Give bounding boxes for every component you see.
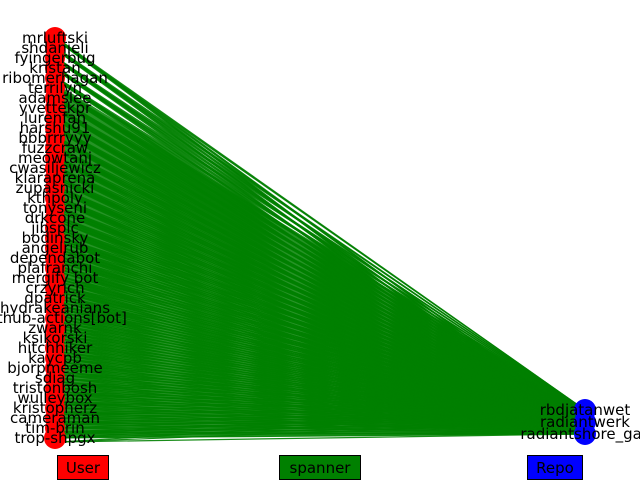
edge xyxy=(50,413,586,423)
legend-edge-label: spanner xyxy=(289,458,351,477)
edge xyxy=(54,433,586,439)
user-label: fuzzcraw xyxy=(22,139,88,157)
legend-user-label: User xyxy=(65,458,101,477)
edge xyxy=(50,373,586,411)
user-label: cameraman xyxy=(10,409,100,427)
repo-label: radiantshore_gas xyxy=(520,425,640,444)
user-label: drkcone xyxy=(25,209,86,227)
user-label: harshu91 xyxy=(20,119,91,137)
user-label: terrilyn xyxy=(28,79,82,97)
user-label: zwarnk xyxy=(28,319,82,337)
edge-group xyxy=(50,33,586,443)
user-label: klaraprena xyxy=(15,169,96,187)
user-label: meowtanj xyxy=(18,149,92,167)
edge xyxy=(54,409,586,419)
edge xyxy=(54,417,586,423)
repo-label: rbdjatanwet xyxy=(540,401,631,419)
edge xyxy=(54,421,586,439)
user-label: mrluftski xyxy=(22,29,88,47)
legend-user: User xyxy=(57,455,109,480)
edge xyxy=(54,387,586,423)
edge xyxy=(54,387,586,411)
edge xyxy=(58,409,586,443)
user-label: bodinsky xyxy=(22,229,89,247)
user-label: kthpoly xyxy=(27,189,83,207)
user-label: plafranchi xyxy=(18,259,93,277)
legend-repo-label: Repo xyxy=(536,458,574,477)
user-label: kaycpb xyxy=(28,349,82,367)
edge xyxy=(50,409,586,435)
edge xyxy=(50,409,586,425)
user-label: bjorpmeeme xyxy=(7,359,102,377)
edge xyxy=(50,403,586,423)
user-label: adamslee xyxy=(19,89,92,107)
edge xyxy=(54,409,586,429)
edge xyxy=(54,409,586,439)
user-label: angelrub xyxy=(22,239,89,257)
legend-repo: Repo xyxy=(527,455,583,480)
user-node[interactable] xyxy=(45,428,65,448)
user-label: zupasnicki xyxy=(16,179,95,197)
repo-node[interactable] xyxy=(574,423,596,445)
edge xyxy=(54,357,586,411)
user-label: dependabot xyxy=(10,249,100,267)
user-label: tonyseni xyxy=(23,199,87,217)
edge xyxy=(54,407,586,411)
user-label: tristonbosh xyxy=(13,379,98,397)
user-label: ribomerhagan xyxy=(2,69,108,87)
edge xyxy=(54,367,586,411)
user-label: bbbrrryyy xyxy=(18,129,91,147)
edge xyxy=(50,403,586,411)
edge xyxy=(54,421,586,429)
user-label: github-actions[bot] xyxy=(0,309,127,327)
edge xyxy=(58,421,586,443)
edge xyxy=(54,397,586,423)
user-label: hitchhiker xyxy=(18,339,93,357)
user-label: hydrakeanians xyxy=(0,299,110,317)
user-label: mergify bot xyxy=(12,269,99,287)
edge xyxy=(50,393,586,423)
edge xyxy=(58,433,586,443)
edge xyxy=(54,407,586,423)
repo-label: radiantwerk xyxy=(540,413,630,431)
user-node-group xyxy=(44,27,66,449)
edge xyxy=(50,409,586,415)
user-label: jibsplc xyxy=(30,219,79,237)
user-label: wulleybox xyxy=(17,389,92,407)
user-label: tim-brin xyxy=(25,419,84,437)
edge xyxy=(50,393,586,411)
user-label: kristan xyxy=(29,59,80,77)
edge xyxy=(54,377,586,411)
repo-node-group xyxy=(574,399,596,445)
edge xyxy=(54,397,586,411)
user-label: cwasiljewicz xyxy=(9,159,101,177)
user-label: dpatrick xyxy=(24,289,86,307)
legend-edge: spanner xyxy=(279,455,361,480)
edge xyxy=(50,383,586,411)
user-label: trop-shpgx xyxy=(14,429,95,447)
user-label: fyingerbug xyxy=(14,49,95,67)
user-label: yvettekpr xyxy=(19,99,92,117)
edge xyxy=(54,427,586,435)
user-label: crzyrich xyxy=(25,279,84,297)
user-label: sdiag xyxy=(35,369,75,387)
edge xyxy=(50,423,586,435)
user-label: shdanieli xyxy=(21,39,88,57)
user-label: kristopherz xyxy=(13,399,97,417)
edge xyxy=(50,421,586,435)
edge xyxy=(50,363,586,411)
user-label: ksikorski xyxy=(23,329,88,347)
user-label: lurenfan xyxy=(24,109,86,127)
user-label-group: mrluftskishdanielifyingerbugkristanribom… xyxy=(0,29,127,447)
edge xyxy=(50,421,586,425)
